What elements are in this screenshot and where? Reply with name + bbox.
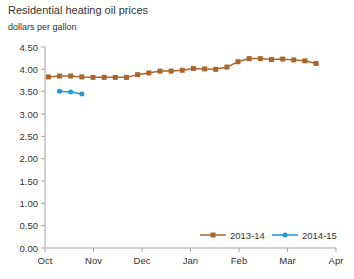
x-tick-label: Feb — [231, 255, 247, 266]
y-tick — [41, 47, 45, 48]
point — [135, 72, 140, 77]
point — [180, 68, 185, 73]
point — [79, 91, 84, 96]
y-tick — [41, 91, 45, 92]
y-tick — [41, 69, 45, 70]
x-tick — [190, 248, 191, 252]
x-tick-label: Dec — [134, 255, 151, 266]
y-tick-label: 1.00 — [20, 198, 39, 209]
chart: Residential heating oil prices dollars pe… — [0, 0, 354, 279]
x-tick — [142, 248, 143, 252]
y-tick-label: 0.00 — [20, 243, 39, 254]
y-tick-label: 3.50 — [20, 86, 39, 97]
legend-label: 2013-14 — [230, 230, 265, 241]
x-tick-label: Oct — [38, 255, 53, 266]
point — [91, 75, 96, 80]
point — [57, 89, 62, 94]
point — [46, 74, 51, 79]
y-axis — [45, 47, 46, 248]
point — [102, 75, 107, 80]
legend-marker — [211, 233, 216, 238]
point — [57, 74, 62, 79]
y-tick-label: 0.50 — [20, 220, 39, 231]
point — [157, 69, 162, 74]
x-tick-label: Jan — [183, 255, 198, 266]
point — [224, 65, 229, 70]
point — [146, 70, 151, 75]
point — [169, 69, 174, 74]
y-tick — [41, 136, 45, 137]
y-tick — [41, 248, 45, 249]
y-tick-label: 3.00 — [20, 109, 39, 120]
y-tick-label: 2.50 — [20, 131, 39, 142]
y-tick-label: 1.50 — [20, 176, 39, 187]
point — [247, 56, 252, 61]
x-tick-label: Mar — [279, 255, 295, 266]
point — [291, 57, 296, 62]
y-tick — [41, 114, 45, 115]
point — [191, 66, 196, 71]
point — [314, 61, 319, 66]
y-tick-label: 4.00 — [20, 64, 39, 75]
point — [280, 57, 285, 62]
y-tick-label: 2.00 — [20, 153, 39, 164]
y-tick — [41, 158, 45, 159]
x-tick — [93, 248, 94, 252]
point — [213, 67, 218, 72]
x-tick — [336, 248, 337, 252]
x-tick — [287, 248, 288, 252]
y-tick — [41, 181, 45, 182]
point — [269, 57, 274, 62]
y-tick-label: 4.50 — [20, 42, 39, 53]
x-tick — [239, 248, 240, 252]
legend-marker — [283, 233, 288, 238]
subtitle: dollars per gallon — [8, 22, 77, 32]
point — [302, 58, 307, 63]
point — [113, 75, 118, 80]
y-tick — [41, 225, 45, 226]
x-tick — [45, 248, 46, 252]
x-tick-label: Nov — [85, 255, 102, 266]
point — [236, 59, 241, 64]
point — [258, 56, 263, 61]
point — [68, 74, 73, 79]
plot-area — [46, 56, 319, 96]
legend-label: 2014-15 — [302, 230, 337, 241]
point — [68, 90, 73, 95]
point — [124, 75, 129, 80]
point — [202, 66, 207, 71]
y-tick — [41, 203, 45, 204]
x-tick-label: Apr — [329, 255, 344, 266]
title: Residential heating oil prices — [8, 4, 149, 16]
series-line — [48, 59, 316, 78]
point — [79, 74, 84, 79]
